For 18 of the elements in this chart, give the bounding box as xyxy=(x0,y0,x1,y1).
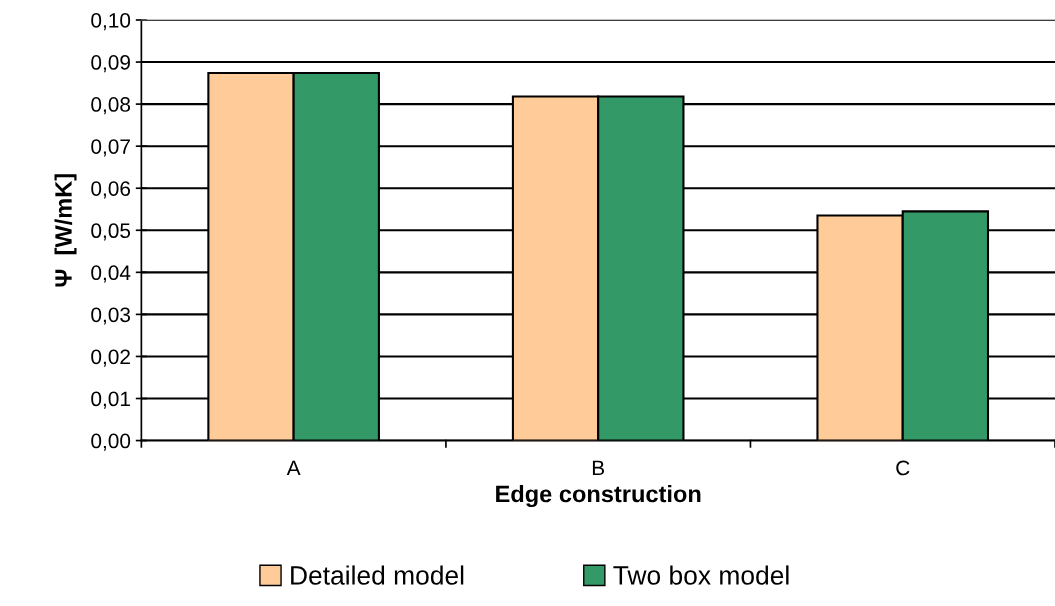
y-tick-label: 0,04 xyxy=(91,265,131,283)
y-tick-label: 0,08 xyxy=(91,97,131,115)
x-tick-label: A xyxy=(286,460,301,476)
legend-label: Detailed model xyxy=(291,565,464,585)
y-tick-label: 0,05 xyxy=(91,223,131,241)
y-tick-label: 0,09 xyxy=(91,55,130,73)
x-axis-title: Edge construction xyxy=(496,484,701,508)
y-tick-label: 0,06 xyxy=(91,181,131,199)
y-tick-label: 0,03 xyxy=(91,307,131,325)
x-tick-label: B xyxy=(592,460,605,476)
x-tick-label: C xyxy=(896,460,910,476)
y-axis-title: Ψ [W/mK] xyxy=(54,174,77,287)
legend-label: Two box model xyxy=(613,565,789,585)
y-tick-label: 0,10 xyxy=(91,13,131,31)
y-tick-label: 0,02 xyxy=(91,349,130,367)
y-tick-label: 0,07 xyxy=(91,139,130,157)
y-tick-label: 0,01 xyxy=(91,391,130,409)
y-tick-label: 0,00 xyxy=(91,433,131,451)
